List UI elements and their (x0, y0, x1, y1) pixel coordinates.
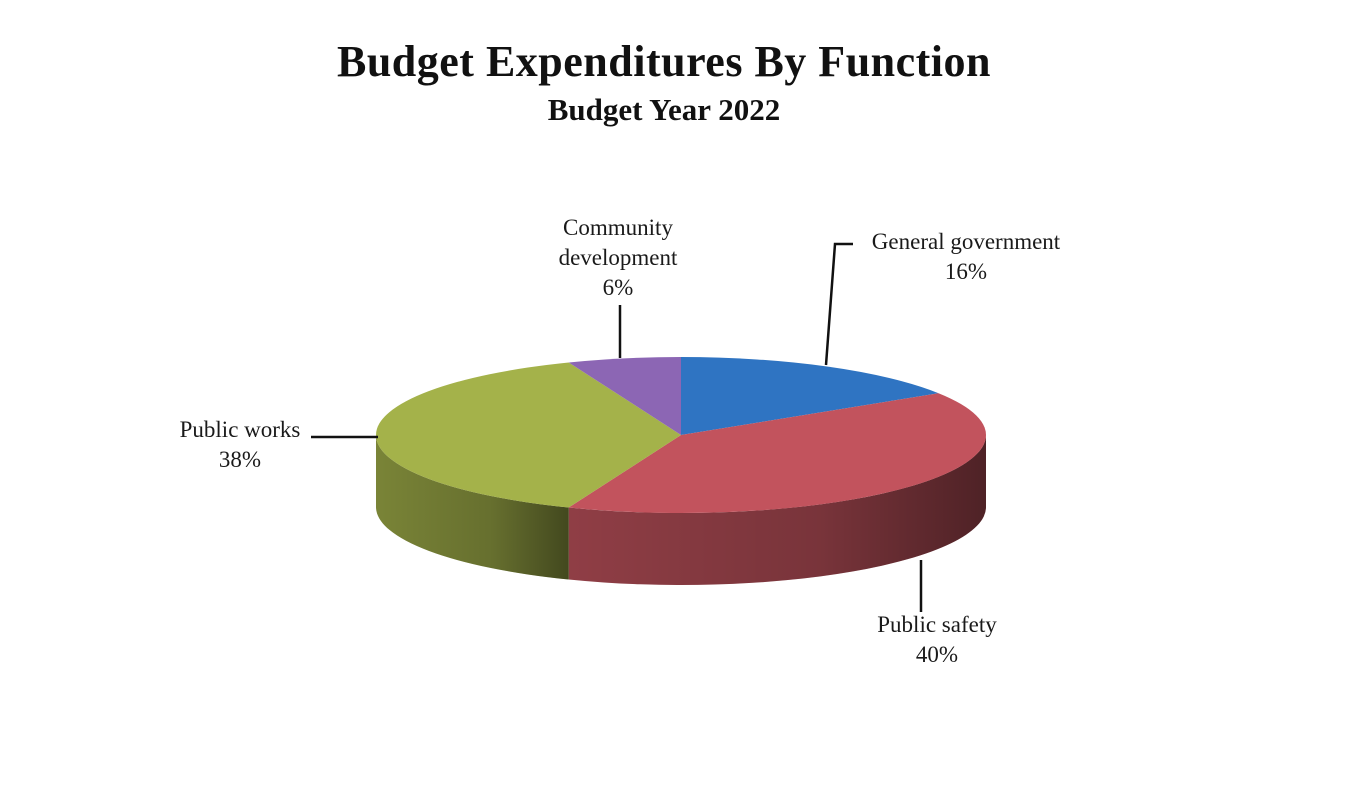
slice-label-public-works: Public works 38% (160, 415, 320, 475)
slice-label-public-safety: Public safety 40% (852, 610, 1022, 670)
slice-label-value: 40% (915, 642, 959, 667)
slice-label-value: 38% (218, 447, 262, 472)
slice-label-name: General government (871, 229, 1061, 254)
slice-label-general-government: General government 16% (846, 227, 1086, 287)
pie-top-faces (376, 357, 987, 513)
slice-label-name-line-1: Community (563, 215, 673, 240)
pie-side-shading-public-works (376, 435, 569, 580)
slice-label-value: 6% (602, 275, 634, 300)
slice-label-value: 16% (944, 259, 988, 284)
chart-title: Budget Expenditures By Function (336, 37, 992, 86)
slice-label-name-line-2: development (558, 245, 678, 270)
pie-slice-public-safety (568, 393, 987, 513)
slice-label-community-development: Community development 6% (528, 213, 708, 303)
pie-slice-general-government (681, 357, 939, 435)
pie-side-walls (376, 435, 986, 586)
leader-line-general-government (824, 242, 853, 366)
pie-slice-public-works (376, 362, 681, 508)
leader-lines (311, 242, 923, 612)
slice-label-name: Public works (179, 417, 301, 442)
pie-slice-community-development (568, 357, 681, 435)
chart-subtitle: Budget Year 2022 (547, 92, 781, 127)
pie-side-shading-public-safety (568, 435, 986, 586)
slice-label-name: Public safety (877, 612, 997, 637)
